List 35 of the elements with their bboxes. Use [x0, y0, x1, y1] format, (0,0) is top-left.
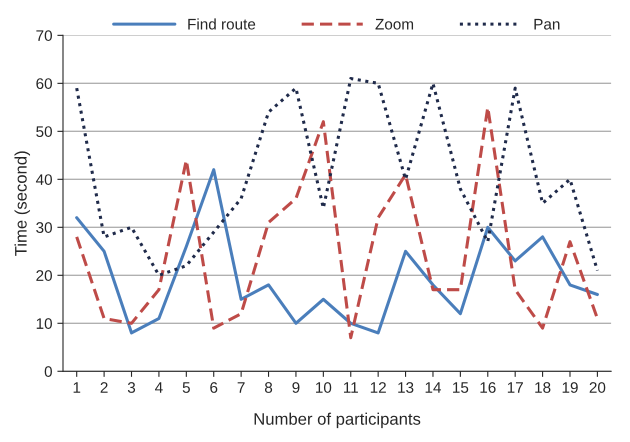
x-tick-label: 9 [292, 382, 300, 393]
x-tick-label: 7 [238, 382, 245, 393]
x-axis-title: Number of participants [254, 412, 420, 428]
x-tick-label: 15 [453, 382, 468, 393]
y-tick-label: 50 [36, 126, 52, 138]
x-tick-label: 3 [128, 382, 136, 393]
x-tick-label: 4 [155, 382, 163, 393]
x-tick-label: 19 [562, 382, 578, 393]
x-tick-label: 8 [264, 382, 272, 393]
legend-label: Pan [534, 18, 560, 30]
x-tick-label: 1 [74, 382, 80, 393]
line-series [75, 77, 599, 277]
y-tick-label: 70 [36, 30, 52, 42]
y-tick-label: 30 [36, 222, 52, 233]
y-tick-label: 10 [36, 318, 52, 329]
x-tick-label: 13 [398, 382, 414, 393]
x-tick-label: 12 [370, 382, 386, 393]
x-tick-label: 10 [316, 382, 332, 393]
x-tick-label: 11 [344, 382, 358, 393]
x-tick-label: 18 [535, 382, 550, 393]
x-tick-label: 16 [480, 382, 496, 393]
x-tick-label: 17 [508, 382, 523, 393]
legend-label: Find route [188, 18, 256, 30]
x-tick-label: 14 [426, 382, 442, 393]
legend-label: Zoom [375, 18, 414, 30]
y-tick-label: 60 [36, 78, 52, 90]
x-tick-label: 6 [210, 382, 218, 393]
y-tick-label: 0 [44, 366, 52, 377]
y-tick-label: 20 [36, 270, 52, 281]
line-series [75, 168, 599, 334]
x-tick-label: 5 [182, 382, 190, 393]
y-axis-title: Time (second) [14, 151, 30, 256]
x-tick-label: 2 [100, 382, 108, 393]
y-tick-label: 40 [36, 174, 52, 186]
x-tick-label: 20 [590, 382, 606, 393]
